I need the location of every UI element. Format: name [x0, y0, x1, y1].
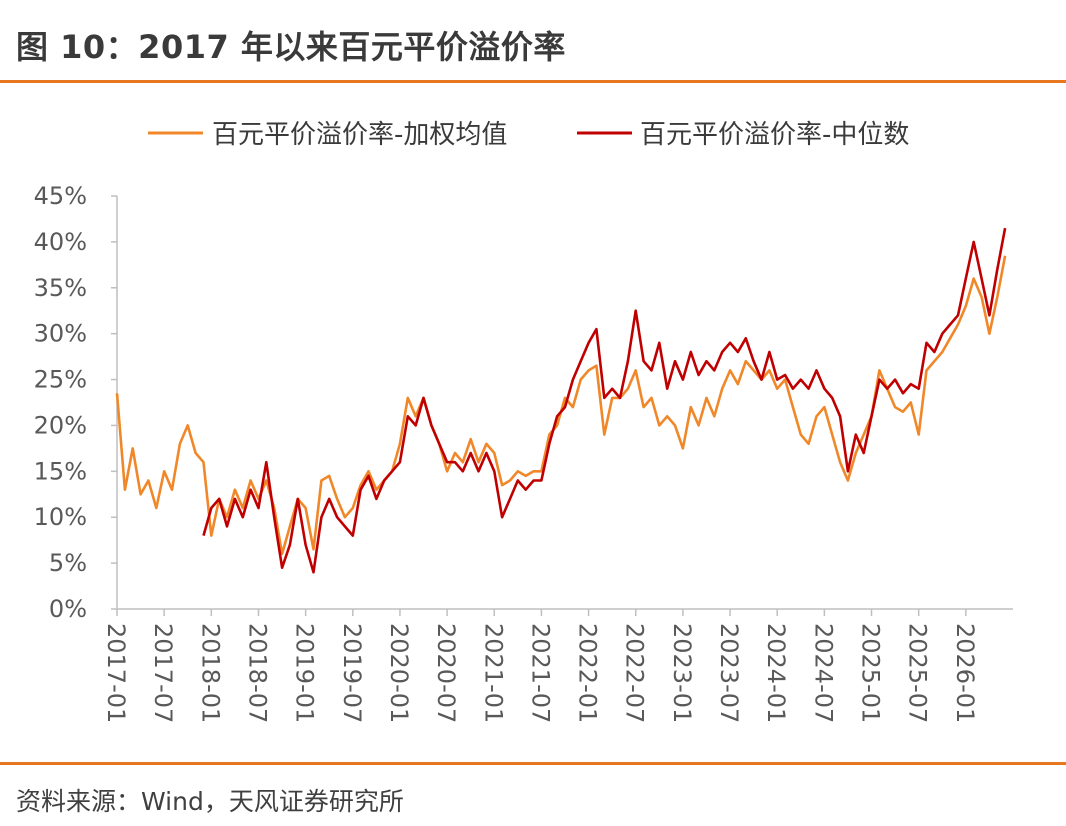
x-tick-label: 2021-07 — [526, 623, 554, 723]
y-tick-label: 0% — [49, 595, 87, 623]
y-tick-label: 20% — [34, 411, 87, 439]
x-tick-label: 2020-07 — [432, 623, 460, 723]
x-tick-label: 2020-01 — [385, 623, 413, 723]
y-tick-label: 25% — [34, 366, 87, 394]
y-tick-label: 10% — [34, 503, 87, 531]
x-tick-label: 2023-07 — [715, 623, 743, 723]
x-tick-label: 2019-01 — [291, 623, 319, 723]
y-tick-label: 35% — [34, 274, 87, 302]
x-tick-label: 2019-07 — [338, 623, 366, 723]
x-axis: 2017-01 2017-07 2018-01 2018-07 2019-01 2019-… — [102, 608, 1013, 723]
x-tick-label: 2026-01 — [951, 623, 979, 723]
y-tick-label: 45% — [34, 182, 87, 210]
x-tick-label: 2021-01 — [479, 623, 507, 723]
x-tick-label: 2025-01 — [857, 623, 885, 723]
x-tick-label: 2022-01 — [574, 623, 602, 723]
x-tick-label: 2018-01 — [196, 623, 224, 723]
series-lines — [115, 227, 1007, 574]
chart-title: 图 10：2017 年以来百元平价溢价率 — [16, 28, 566, 66]
x-tick-label: 2017-01 — [102, 623, 130, 723]
x-tick-label: 2025-07 — [904, 623, 932, 723]
header-rule — [0, 80, 1066, 83]
x-tick-label: 2017-07 — [149, 623, 177, 723]
series-line-weighted-mean — [115, 255, 1007, 556]
y-axis: 0% 5% 10% 15% 20% 25% 30% 35% 40% 45% — [34, 182, 118, 623]
y-tick-label: 40% — [34, 228, 87, 256]
footer-rule — [0, 762, 1066, 765]
x-tick-label: 2024-07 — [809, 623, 837, 723]
x-tick-label: 2018-07 — [243, 623, 271, 723]
y-tick-label: 5% — [49, 549, 87, 577]
legend-label: 百元平价溢价率-中位数 — [640, 120, 909, 150]
legend: 百元平价溢价率-加权均值 百元平价溢价率-中位数 — [148, 120, 909, 150]
source-note: 资料来源：Wind，天风证券研究所 — [16, 787, 404, 816]
x-tick-label: 2023-01 — [668, 623, 696, 723]
legend-label: 百元平价溢价率-加权均值 — [212, 120, 507, 150]
x-tick-label: 2022-07 — [621, 623, 649, 723]
y-tick-label: 30% — [34, 320, 87, 348]
series-line-median — [202, 227, 1007, 574]
chart: 百元平价溢价率-加权均值 百元平价溢价率-中位数 0% 5% 10% 15% 20% 25%… — [34, 120, 1013, 723]
x-tick-label: 2024-01 — [762, 623, 790, 723]
y-tick-label: 15% — [34, 457, 87, 485]
